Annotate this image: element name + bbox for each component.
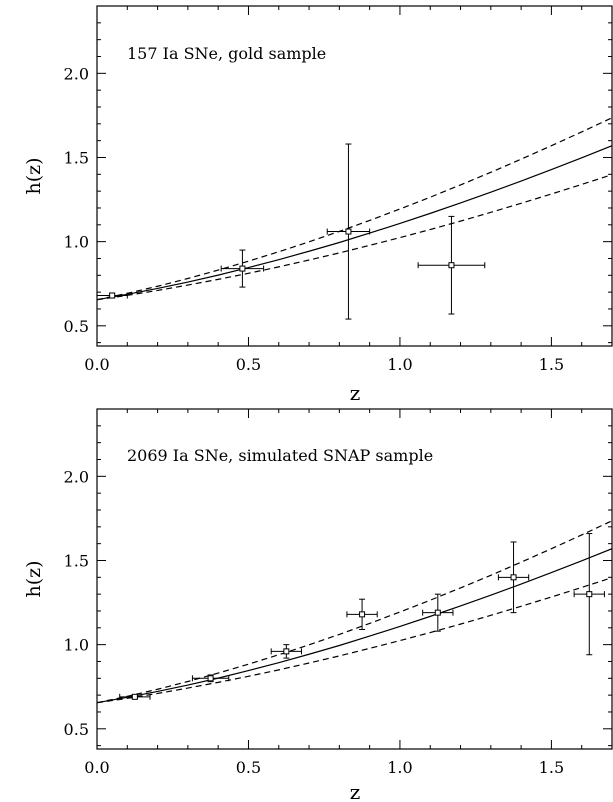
square-marker xyxy=(586,591,593,598)
square-marker xyxy=(359,611,366,618)
data-point xyxy=(191,674,230,683)
lower-bound-curve xyxy=(97,174,612,301)
top-annotation: 157 Ia SNe, gold sample xyxy=(127,44,326,63)
model-curve xyxy=(97,145,612,301)
square-marker xyxy=(345,228,352,235)
bottom-ylabel: h(z) xyxy=(23,560,45,597)
square-marker xyxy=(109,292,116,299)
data-point xyxy=(573,533,605,656)
x-tick-label: 1.5 xyxy=(539,758,564,777)
top-ylabel: h(z) xyxy=(23,157,45,194)
y-tick-label: 1.0 xyxy=(64,636,89,655)
y-tick-label: 0.5 xyxy=(64,317,89,336)
model-curve xyxy=(97,548,612,704)
axes-frame xyxy=(96,408,613,750)
bottom-xlabel: z xyxy=(350,780,361,802)
square-marker xyxy=(448,262,455,269)
upper-bound-curve xyxy=(97,117,612,301)
data-point xyxy=(220,249,265,288)
y-tick-label: 0.5 xyxy=(64,720,89,739)
top-xlabel: z xyxy=(350,381,361,405)
square-marker xyxy=(207,675,214,682)
data-point xyxy=(422,593,454,632)
data-point xyxy=(497,541,530,614)
data-point xyxy=(326,143,371,320)
bottom-panel: 2069 Ia SNe, simulated SNAP sample h(z) … xyxy=(23,408,613,802)
data-point xyxy=(119,693,151,700)
square-marker xyxy=(239,265,246,272)
square-marker xyxy=(131,693,138,700)
top-panel: 157 Ia SNe, gold sample h(z) z 0.0 0.5 1.0… xyxy=(23,5,613,405)
x-tick-label: 0.0 xyxy=(84,355,109,374)
x-tick-label: 0.5 xyxy=(236,758,261,777)
y-tick-label: 2.0 xyxy=(64,467,89,486)
curves xyxy=(97,520,612,704)
x-tick-label: 1.0 xyxy=(387,355,412,374)
curves xyxy=(97,117,612,301)
lower-bound-curve xyxy=(97,577,612,704)
upper-bound-curve xyxy=(97,520,612,704)
x-tick-label: 1.5 xyxy=(539,355,564,374)
square-marker xyxy=(434,609,441,616)
x-tick-label: 0.0 xyxy=(84,758,109,777)
axes-frame xyxy=(96,5,613,347)
y-tick-label: 1.5 xyxy=(64,551,89,570)
y-tick-label: 1.0 xyxy=(64,233,89,252)
data-point xyxy=(270,644,302,659)
y-tick-label: 1.5 xyxy=(64,148,89,167)
y-tick-label: 2.0 xyxy=(64,64,89,83)
x-tick-label: 0.5 xyxy=(236,355,261,374)
data-point xyxy=(96,292,128,299)
x-tick-label: 1.0 xyxy=(387,758,412,777)
bottom-annotation: 2069 Ia SNe, simulated SNAP sample xyxy=(127,446,433,465)
square-marker xyxy=(510,574,517,581)
square-marker xyxy=(283,648,290,655)
data-point xyxy=(417,215,486,315)
data-point xyxy=(346,598,378,630)
